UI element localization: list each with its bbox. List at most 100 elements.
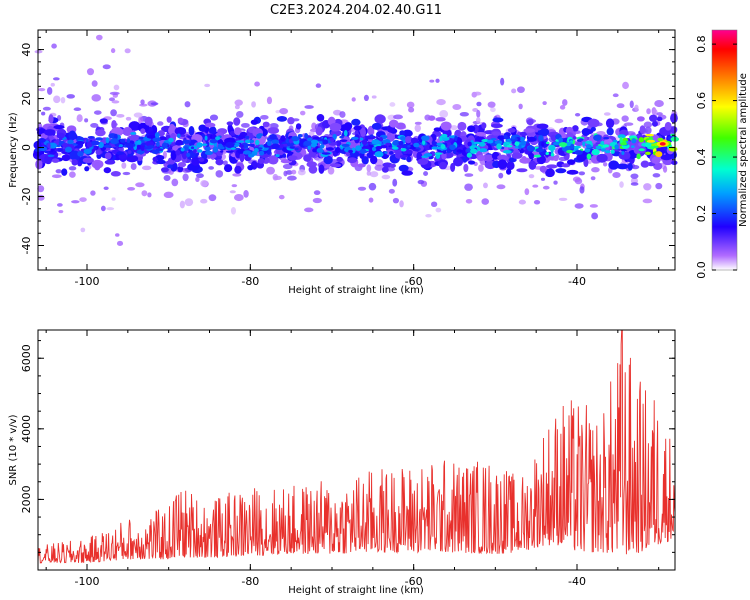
- spectrogram-core-blob: [467, 141, 472, 147]
- spectrogram-halo-blob: [91, 94, 102, 102]
- spectrogram-x-axis-label: Height of straight line (km): [288, 285, 424, 296]
- spectrogram-core-blob: [304, 132, 309, 139]
- spectrogram-band-blob: [329, 122, 342, 132]
- spectrogram-core-blob: [253, 147, 259, 153]
- spectrogram-band-blob: [177, 161, 187, 168]
- spectrogram-core-blob: [255, 139, 260, 146]
- spectrogram-band-blob: [605, 118, 615, 129]
- spectrogram-band-blob: [639, 125, 646, 134]
- spectrogram-band-blob: [71, 158, 78, 166]
- spectrogram-band-blob: [295, 123, 302, 130]
- spectrogram-core-blob: [502, 149, 512, 154]
- spectrogram-core-blob: [166, 150, 173, 153]
- spectrogram-halo-blob: [102, 64, 111, 70]
- spectrogram-band-blob: [234, 165, 242, 174]
- spectrogram-halo-blob: [266, 166, 275, 175]
- spectrogram-band-blob: [95, 129, 106, 137]
- spectrogram-halo-blob: [542, 101, 547, 106]
- spectrogram-band-blob: [198, 157, 205, 162]
- spectrogram-band-blob: [250, 119, 259, 125]
- spectrogram-halo-blob: [642, 198, 653, 204]
- spectrogram-halo-blob: [46, 87, 53, 95]
- spectrogram-band-blob: [361, 156, 369, 165]
- spectrogram-halo-blob: [68, 166, 77, 171]
- spectrogram-halo-blob: [141, 190, 148, 197]
- spectrogram-halo-blob: [578, 171, 586, 176]
- spectrogram-halo-blob: [554, 118, 564, 124]
- spectrogram-band-blob: [82, 157, 94, 164]
- spectrogram-band-blob: [48, 114, 54, 124]
- spectrogram-band-blob: [401, 170, 413, 176]
- spectrogram-band-blob: [122, 127, 133, 136]
- spectrogram-core-blob: [190, 146, 195, 150]
- spectrogram-core-blob: [244, 139, 251, 144]
- spectrogram-band-blob: [555, 168, 567, 174]
- spectrogram-halo-blob: [574, 113, 581, 117]
- spectrogram-band-blob: [590, 126, 596, 132]
- spectrogram-halo-blob: [528, 174, 535, 179]
- spectrogram-band-blob: [267, 127, 280, 135]
- spectrogram-band-blob: [61, 154, 71, 162]
- spectrogram-halo-blob: [235, 110, 244, 118]
- spectrogram-core-blob: [454, 135, 458, 142]
- spectrogram-core-blob: [399, 136, 406, 141]
- spectrogram-halo-blob: [490, 107, 496, 113]
- spectrogram-halo-blob: [393, 114, 403, 120]
- spectrogram-band-blob: [450, 162, 456, 173]
- spectrogram-core-blob: [570, 143, 575, 150]
- spectrogram-core-blob: [279, 144, 284, 149]
- spectrogram-band-blob: [339, 124, 351, 132]
- spectrogram-core-blob: [95, 137, 103, 141]
- spectrogram-core-blob: [103, 144, 112, 148]
- spectrogram-core-blob: [506, 141, 512, 145]
- spectrogram-halo-blob: [304, 105, 314, 109]
- spectrogram-halo-blob: [204, 83, 211, 88]
- spectrogram-core-blob: [538, 145, 543, 150]
- spectrogram-core-blob: [310, 139, 319, 145]
- spectrogram-core-blob: [155, 148, 164, 152]
- spectrogram-halo-blob: [76, 114, 83, 123]
- spectrogram-core-blob: [242, 150, 252, 155]
- spectrogram-core-blob: [125, 142, 134, 149]
- spectrogram-halo-blob: [591, 212, 599, 220]
- spectrogram-core-blob: [269, 133, 277, 140]
- spectrogram-core-blob: [636, 153, 641, 160]
- spectrogram-core-blob: [558, 137, 563, 144]
- spectrogram-core-blob: [248, 153, 255, 158]
- spectrogram-core-blob: [286, 142, 295, 147]
- spectrogram-band-blob: [198, 124, 207, 132]
- spectrogram-band-blob: [233, 117, 241, 126]
- spectrogram-halo-blob: [498, 172, 504, 179]
- spectrogram-halo-blob: [414, 121, 422, 125]
- spectrogram-core-blob: [275, 154, 280, 158]
- spectrogram-halo-blob: [464, 183, 473, 191]
- spectrogram-core-blob: [291, 136, 300, 142]
- spectrogram-band-blob: [506, 161, 515, 171]
- spectrogram-halo-blob: [579, 186, 585, 194]
- spectrogram-band-blob: [467, 160, 476, 165]
- snr-x-ticks: -100 -80 -60 -40: [45, 330, 660, 588]
- spectrogram-halo-blob: [243, 189, 249, 198]
- spectrogram-core-blob: [361, 139, 368, 146]
- spectrogram-halo-blob: [381, 174, 391, 180]
- spectrogram-core-blob: [95, 149, 102, 155]
- spectrogram-halo-blob: [612, 93, 619, 98]
- spectrogram-halo-blob: [392, 178, 398, 187]
- x-tick-label: -40: [568, 575, 586, 588]
- spectrogram-core-blob: [144, 146, 153, 150]
- spectrogram-core-blob: [496, 143, 502, 150]
- spectrogram-band-blob: [566, 159, 576, 165]
- spectrogram-core-blob: [506, 144, 513, 148]
- spectrogram-halo-blob: [215, 170, 224, 178]
- spectrogram-core-blob: [289, 138, 293, 144]
- spectrogram-band-blob: [239, 152, 245, 163]
- spectrogram-core-blob: [282, 153, 287, 158]
- spectrogram-core-blob: [456, 149, 463, 153]
- spectrogram-halo-blob: [139, 103, 148, 107]
- spectrogram-core-blob: [348, 149, 354, 154]
- spectrogram-halo-blob: [150, 102, 159, 106]
- spectrogram-core-blob: [486, 139, 494, 144]
- spectrogram-halo-blob: [209, 114, 219, 121]
- spectrogram-halo-blob: [408, 107, 415, 113]
- spectrogram-band-blob: [388, 119, 399, 128]
